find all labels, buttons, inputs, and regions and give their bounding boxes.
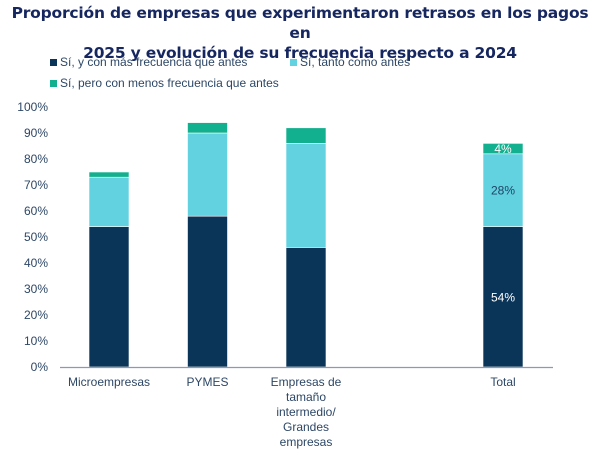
y-tick-label: 80%: [24, 152, 48, 166]
bar-segment: [482, 153, 524, 227]
y-tick-label: 60%: [24, 204, 48, 218]
legend-item-same: Sí, tanto como antes: [290, 55, 410, 69]
legend-item-more-frequent: Sí, y con más frecuencia que antes: [50, 55, 247, 69]
bar-segment: [187, 122, 228, 134]
y-tick-label: 10%: [24, 334, 48, 348]
y-tick-label: 70%: [24, 178, 48, 192]
data-label: 54%: [491, 290, 515, 304]
bar-segment: [482, 143, 524, 155]
legend-label: Sí, y con más frecuencia que antes: [60, 55, 248, 69]
legend-label: Sí, tanto como antes: [300, 55, 411, 69]
x-tick-label: empresas: [280, 435, 333, 449]
y-tick-label: 0%: [31, 360, 49, 374]
bar-segment: [88, 226, 130, 368]
x-tick-label: tamaño: [286, 390, 326, 404]
y-tick-label: 40%: [24, 256, 48, 270]
bar-segment: [285, 247, 327, 368]
bar-segment: [187, 132, 228, 217]
chart-title: Proporción de empresas que experimentaro…: [0, 3, 600, 63]
y-tick-label: 30%: [24, 282, 48, 296]
x-tick-label: Empresas de: [271, 375, 342, 389]
legend-swatch: [290, 58, 297, 66]
data-label: 4%: [494, 142, 512, 156]
bar-segment: [482, 226, 524, 368]
legend-swatch: [50, 58, 57, 66]
y-tick-label: 90%: [24, 126, 48, 140]
data-label: 28%: [491, 184, 515, 198]
legend-swatch: [50, 79, 57, 87]
chart-title-line-1: Proporción de empresas que experimentaro…: [11, 4, 589, 42]
bar-segment: [88, 171, 130, 178]
chart-title-line-2: 2025 y evolución de su frecuencia respec…: [83, 44, 517, 62]
bar-segment: [285, 143, 327, 248]
x-tick-label: PYMES: [186, 375, 228, 389]
bar-segment: [285, 127, 327, 144]
bar-segment: [187, 215, 228, 368]
x-tick-label: intermedio/: [276, 405, 336, 419]
legend-label: Sí, pero con menos frecuencia que antes: [60, 76, 279, 90]
legend-item-less-frequent: Sí, pero con menos frecuencia que antes: [50, 76, 279, 90]
y-tick-label: 100%: [17, 100, 48, 114]
y-tick-label: 50%: [24, 230, 48, 244]
x-tick-label: Grandes: [283, 420, 329, 434]
x-tick-label: Microempresas: [68, 375, 150, 389]
x-tick-label: Total: [490, 375, 515, 389]
bar-segment: [88, 176, 130, 227]
y-tick-label: 20%: [24, 308, 48, 322]
